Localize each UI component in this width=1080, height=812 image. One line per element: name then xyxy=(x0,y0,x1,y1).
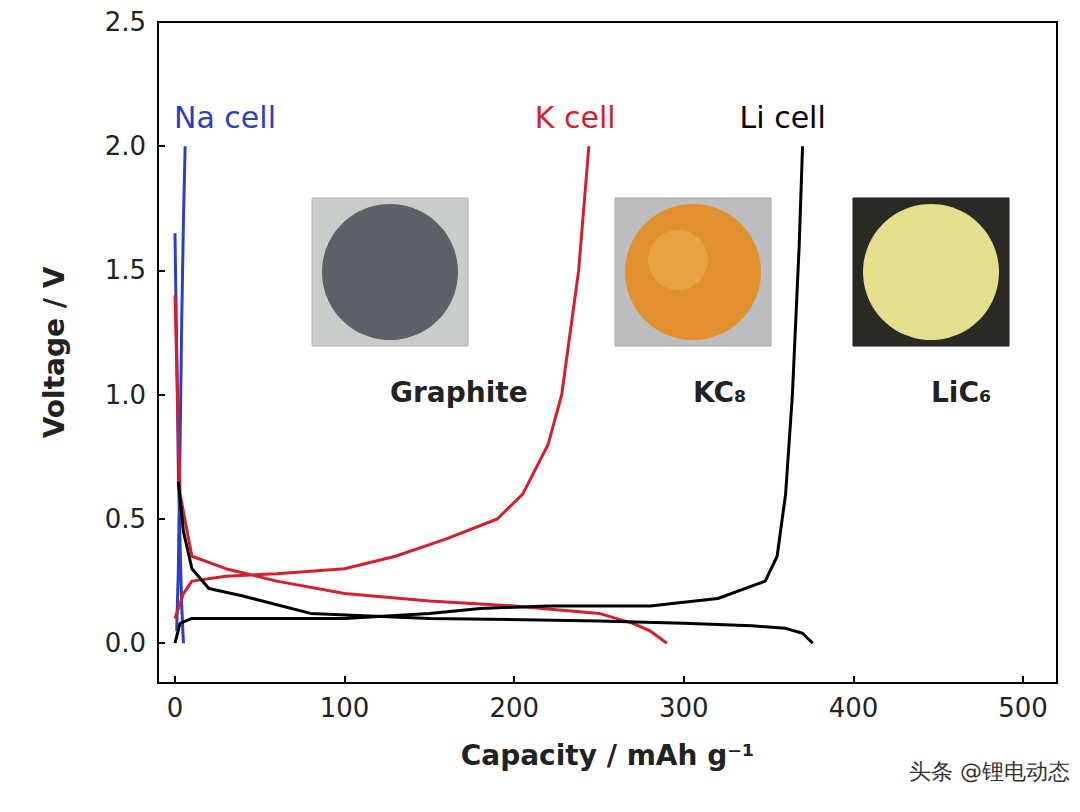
svg-text:400: 400 xyxy=(829,693,879,723)
svg-text:Graphite: Graphite xyxy=(390,376,528,409)
svg-text:0.5: 0.5 xyxy=(105,504,146,534)
svg-text:K cell: K cell xyxy=(535,100,616,135)
svg-text:头条 @锂电动态: 头条 @锂电动态 xyxy=(909,759,1070,784)
svg-text:LiC₆: LiC₆ xyxy=(931,376,991,409)
svg-text:1.5: 1.5 xyxy=(105,255,146,285)
svg-text:Voltage / V: Voltage / V xyxy=(38,266,71,438)
svg-text:2.0: 2.0 xyxy=(105,131,146,161)
svg-text:0.0: 0.0 xyxy=(105,628,146,658)
svg-text:0: 0 xyxy=(167,693,184,723)
svg-text:Na cell: Na cell xyxy=(174,100,276,135)
svg-text:2.5: 2.5 xyxy=(105,7,146,37)
svg-text:100: 100 xyxy=(320,693,370,723)
svg-text:500: 500 xyxy=(998,693,1048,723)
svg-text:200: 200 xyxy=(489,693,539,723)
svg-text:300: 300 xyxy=(659,693,709,723)
svg-text:Capacity / mAh g⁻¹: Capacity / mAh g⁻¹ xyxy=(461,739,755,772)
svg-text:Li cell: Li cell xyxy=(740,100,826,135)
svg-text:KC₈: KC₈ xyxy=(693,376,746,409)
svg-text:1.0: 1.0 xyxy=(105,380,146,410)
